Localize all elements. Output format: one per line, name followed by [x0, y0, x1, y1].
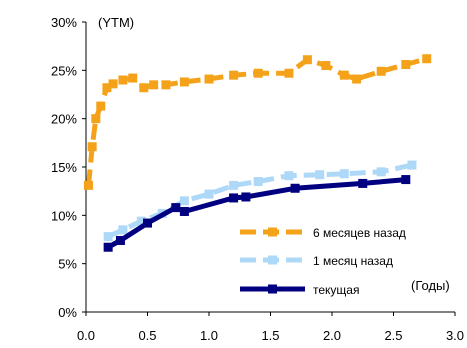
- data-point: [143, 218, 152, 228]
- data-point: [204, 189, 214, 199]
- data-point: [179, 77, 189, 87]
- data-point: [253, 177, 263, 186]
- legend-label: 1 месяц назад: [313, 254, 393, 268]
- data-point: [118, 75, 128, 85]
- data-point: [204, 74, 214, 84]
- data-point: [87, 142, 97, 152]
- data-point: [422, 54, 432, 64]
- axis-ticks: 0% 5% 10% 15% 20% 25% 30% 0.0 0.5 1.0 1.5 2.0 2.5 3.0: [51, 15, 464, 343]
- y-tick-label: 20%: [51, 112, 77, 127]
- data-point: [401, 60, 411, 70]
- legend-label: 6 месяцев назад: [313, 226, 406, 240]
- x-tick-label: 2.5: [384, 328, 402, 343]
- data-point: [229, 180, 239, 190]
- data-point: [91, 114, 101, 124]
- data-point: [290, 183, 300, 193]
- data-point: [358, 178, 368, 188]
- data-point: [229, 70, 239, 80]
- x-tick-label: 2.0: [323, 328, 341, 343]
- series-0: [83, 54, 432, 190]
- data-point: [352, 74, 362, 84]
- data-point: [118, 225, 128, 235]
- data-point: [229, 193, 239, 203]
- data-point: [96, 101, 106, 111]
- data-point: [83, 180, 93, 190]
- data-point: [108, 79, 118, 89]
- x-axis-title: (Годы): [411, 278, 450, 293]
- legend: 6 месяцев назад 1 месяц назад текущая: [240, 226, 406, 297]
- data-point: [284, 171, 294, 181]
- x-tick-label: 1.0: [200, 328, 218, 343]
- x-tick-label: 3.0: [446, 328, 464, 343]
- legend-swatch-marker: [268, 227, 277, 237]
- data-point: [102, 83, 112, 93]
- data-point: [179, 206, 189, 216]
- data-point: [179, 196, 189, 206]
- legend-swatch-marker: [268, 255, 277, 265]
- data-point: [136, 216, 146, 226]
- x-tick-label: 0.5: [138, 328, 156, 343]
- data-point: [315, 170, 325, 180]
- data-point: [103, 232, 113, 242]
- data-point: [253, 68, 263, 78]
- data-point: [103, 242, 113, 252]
- data-point: [284, 68, 294, 78]
- data-point: [339, 169, 349, 179]
- data-point: [407, 160, 417, 170]
- legend-label: текущая: [313, 283, 359, 297]
- data-point: [302, 55, 312, 65]
- data-point: [401, 175, 411, 185]
- y-tick-label: 15%: [51, 160, 77, 175]
- y-tick-label: 10%: [51, 208, 77, 223]
- x-tick-label: 1.5: [261, 328, 279, 343]
- x-tick-label: 0.0: [77, 328, 95, 343]
- data-point: [115, 235, 125, 245]
- data-point: [161, 80, 171, 90]
- data-point: [376, 66, 386, 76]
- series-group: [83, 54, 432, 252]
- data-point: [128, 73, 138, 83]
- data-point: [171, 203, 181, 213]
- data-point: [376, 167, 386, 177]
- y-tick-label: 5%: [58, 257, 77, 272]
- data-point: [241, 192, 251, 202]
- data-point: [149, 80, 159, 90]
- y-axis-title: (YTM): [98, 15, 134, 30]
- series-2: [103, 175, 411, 252]
- y-tick-label: 25%: [51, 63, 77, 78]
- y-tick-label: 30%: [51, 15, 77, 30]
- legend-swatch-marker: [268, 284, 277, 294]
- y-tick-label: 0%: [58, 305, 77, 320]
- data-point: [139, 83, 149, 93]
- data-point: [321, 61, 331, 70]
- series-line: [106, 177, 407, 250]
- data-point: [339, 70, 349, 80]
